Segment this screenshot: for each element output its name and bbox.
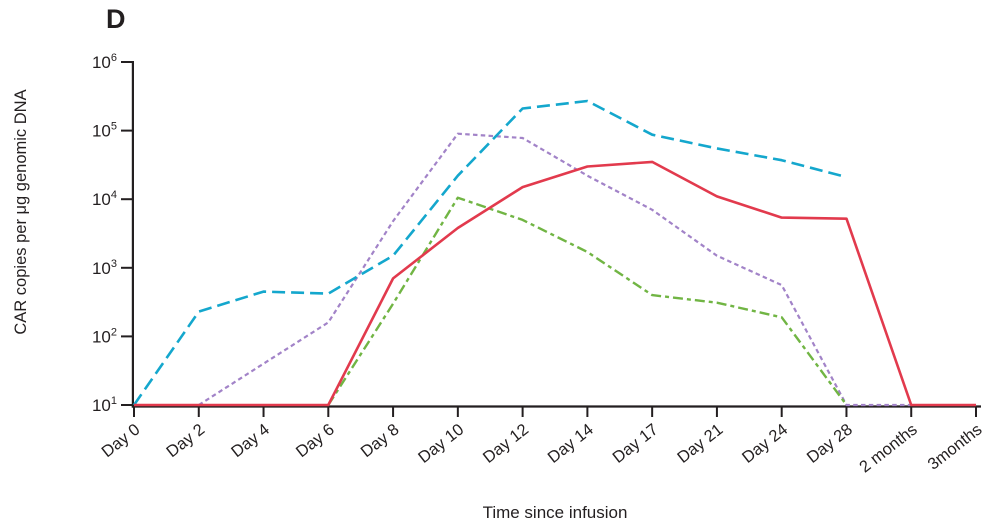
x-tick-label: Day 4: [228, 420, 273, 461]
x-tick-label: Day 10: [415, 420, 467, 466]
x-tick-label: Day 8: [357, 420, 402, 461]
x-tick-label: Day 2: [163, 420, 208, 461]
x-tick-label: Day 24: [739, 420, 791, 466]
series-purple-short-dash: [198, 132, 912, 407]
x-tick-label: Day 6: [293, 420, 338, 461]
x-tick-label: Day 12: [480, 420, 532, 466]
x-tick-label: Day 28: [804, 420, 856, 466]
y-tick-label: 105: [92, 121, 117, 141]
y-tick-label: 104: [92, 189, 117, 209]
x-tick-label: 3months: [925, 420, 986, 473]
y-tick-label: 106: [92, 52, 117, 72]
panel-letter-label: D: [106, 4, 126, 34]
series-teal-long-dash: [132, 99, 847, 406]
x-tick-label: Day 21: [674, 420, 726, 466]
series-green-dash-dot: [327, 196, 848, 406]
x-tick-label: Day 0: [98, 420, 143, 461]
x-tick-label: 2 months: [856, 420, 921, 476]
series-red-solid: [134, 160, 976, 407]
x-tick-label: Day 17: [609, 420, 661, 466]
y-tick-label: 102: [92, 326, 117, 346]
y-tick-label: 103: [92, 258, 117, 278]
x-axis-title: Time since infusion: [482, 503, 628, 522]
y-tick-label: 101: [92, 395, 117, 415]
x-tick-label: Day 14: [545, 420, 597, 466]
